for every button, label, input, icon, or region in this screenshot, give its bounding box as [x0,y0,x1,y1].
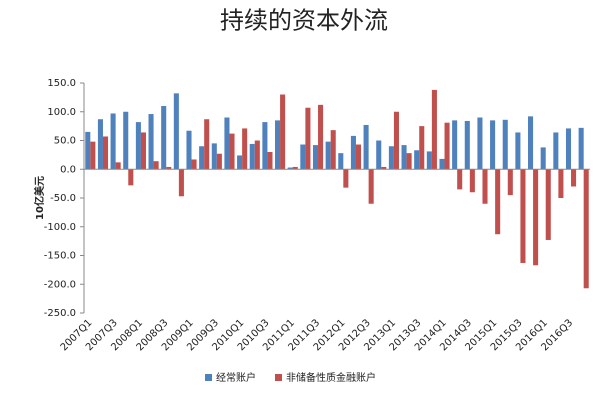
bar [173,93,179,170]
bar [439,158,445,170]
legend-label: 经常账户 [216,371,256,384]
bar [97,119,103,170]
bar [553,132,559,170]
bar [262,122,268,170]
bar [520,169,526,263]
bar [211,143,217,170]
bar [507,169,513,196]
bar [242,128,248,170]
bar [199,146,205,170]
bar [490,120,496,170]
chart-title: 持续的资本外流 [220,7,388,35]
y-axis-label: 10亿美元 [33,176,46,220]
bar [178,169,184,197]
y-tick-label: -150.0 [44,251,76,262]
bar [305,107,311,170]
bar [343,169,349,188]
bar [123,111,129,170]
bar [249,143,255,170]
bar [528,116,534,170]
bar [540,147,546,170]
bar [110,113,116,170]
bar [191,159,197,170]
y-tick-label: -100.0 [44,222,76,233]
bar [287,167,293,170]
bar [318,104,324,170]
bar [583,169,589,289]
bar [464,120,470,170]
bar [388,146,394,170]
bar [545,169,551,240]
bar [457,169,463,190]
y-tick-label: 100.0 [47,107,76,118]
bar [355,144,362,170]
bar [452,120,458,170]
bar [330,130,336,170]
bar [502,119,508,170]
bar [401,145,407,170]
bar [140,132,146,170]
bar [186,130,192,170]
bar [477,117,483,170]
bar [469,169,475,193]
y-tick-label: -250.0 [44,308,76,319]
bar [90,141,96,170]
bar [128,169,134,186]
bar [515,132,521,170]
y-tick-label: 50.0 [54,136,76,147]
bar [85,131,91,170]
bar [292,166,298,170]
bar [419,126,425,170]
bar [325,141,331,170]
bar [166,166,172,170]
bar [533,169,539,266]
bar [237,155,243,170]
bar [204,119,210,170]
bar [426,151,432,170]
bar [368,169,374,204]
bar [431,89,437,170]
y-tick-label: -200.0 [44,279,76,290]
bar [406,153,412,170]
bar [224,117,230,170]
bar [115,162,121,170]
bar [300,144,306,170]
bar [153,161,159,170]
bar [161,106,167,170]
y-tick-label: 0.0 [60,164,76,175]
bar [381,166,387,170]
bar [571,169,577,187]
bar [350,135,356,170]
bar [216,153,222,170]
bar [135,122,141,170]
bar [275,120,281,170]
bar [267,152,273,170]
legend-label: 非储备性质金融账户 [286,371,376,384]
bar [280,94,286,170]
legend-swatch [275,374,282,381]
bar [393,111,399,170]
bar [363,124,369,170]
bar [229,133,235,170]
bar [578,127,584,170]
bar [444,122,450,170]
bar [558,169,564,198]
bar [254,140,260,170]
bar [102,136,109,170]
bar [148,114,154,170]
bar [565,128,572,170]
bar [376,140,382,170]
bar [338,153,344,170]
bar [495,169,501,235]
y-tick-label: -50.0 [50,193,76,204]
y-tick-label: 150.0 [47,78,76,89]
bar [482,169,488,204]
bar [414,150,420,170]
bar [312,145,319,170]
legend-swatch [205,374,212,381]
